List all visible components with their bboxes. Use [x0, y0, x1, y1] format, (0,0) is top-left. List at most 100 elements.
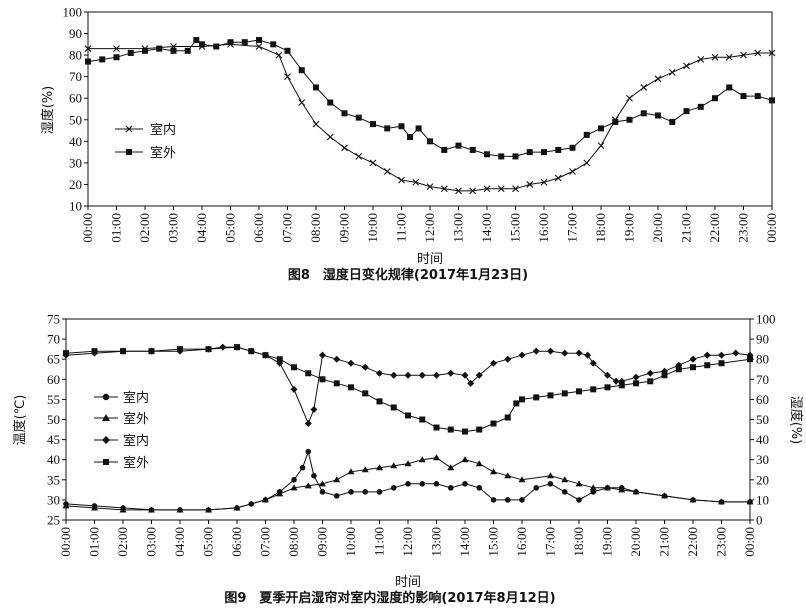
legend-marker-triangle [102, 414, 110, 421]
x-tick-label-2: 20:00 [628, 527, 643, 557]
x-tick-label-2: 21:00 [657, 527, 672, 557]
x-tick-label-2: 12:00 [400, 527, 415, 557]
y-tick-label-left-2: 60 [47, 372, 60, 387]
x-tick-label-1: 21:00 [679, 213, 694, 243]
data-point-1-0 [626, 94, 633, 102]
data-point-1-1 [341, 110, 348, 117]
data-point-2-3 [513, 400, 520, 407]
x-tick-label-2: 07:00 [258, 527, 273, 557]
data-point-1-0 [341, 144, 348, 152]
data-point-2-2 [561, 349, 569, 357]
data-point-2-0 [490, 497, 497, 503]
y-axis-label-1: 湿度(%) [40, 86, 56, 135]
y-tick-label-left-2: 65 [47, 352, 60, 367]
data-point-1-0 [440, 185, 448, 193]
data-point-2-2 [376, 369, 383, 377]
x-tick-label-2: 18:00 [571, 527, 586, 557]
x-tick-label-2: 00:00 [58, 527, 73, 557]
y-tick-label-right-2: 30 [756, 452, 769, 467]
data-point-2-0 [348, 489, 354, 495]
data-point-2-3 [376, 398, 383, 405]
legend-marker-square [126, 149, 132, 155]
plot-frame-2 [65, 318, 751, 521]
data-point-2-1 [290, 484, 298, 491]
data-point-2-1 [390, 462, 398, 469]
x-tick-label-1: 22:00 [707, 213, 722, 243]
y-tick-label-left-2: 35 [47, 472, 60, 487]
data-point-1-1 [270, 41, 277, 48]
x-tick-label-1: 12:00 [422, 213, 437, 243]
legend-2: 室内 室外 室内 室外 [94, 390, 149, 471]
data-point-2-3 [675, 366, 682, 373]
data-point-2-2 [219, 343, 227, 351]
data-point-1-1 [384, 125, 391, 132]
data-point-1-0 [355, 153, 363, 160]
data-point-2-1 [62, 502, 70, 509]
data-point-2-3 [647, 378, 654, 385]
data-point-1-1 [469, 146, 476, 153]
data-point-1-1 [355, 114, 362, 121]
data-point-2-2 [475, 371, 483, 379]
data-point-1-1 [99, 56, 106, 63]
data-point-2-1 [447, 464, 455, 471]
data-point-1-1 [313, 84, 319, 91]
data-point-2-3 [234, 344, 240, 351]
data-point-2-1 [461, 456, 469, 463]
data-point-2-1 [589, 484, 597, 491]
y-tick-label-left-2: 45 [47, 432, 60, 447]
data-point-1-1 [256, 37, 262, 44]
data-point-2-1 [361, 466, 369, 473]
y-tick-label-left-2: 25 [47, 513, 60, 528]
figure-caption-9: 图9 夏季开启湿帘对室内湿度的影响(2017年8月12日) [224, 590, 555, 606]
data-point-1-0 [768, 49, 776, 57]
legend-marker-circle [102, 393, 110, 401]
x-tick-label-1: 10:00 [365, 213, 380, 243]
x-tick-label-2: 06:00 [229, 527, 244, 557]
data-point-2-3 [547, 392, 554, 399]
x-tick-label-1: 09:00 [337, 213, 352, 243]
data-point-2-3 [490, 420, 497, 427]
data-point-2-2 [467, 379, 475, 387]
x-tick-label-1: 18:00 [593, 213, 608, 243]
y-tick-label-left-2: 40 [47, 452, 60, 467]
data-point-2-3 [447, 426, 454, 433]
data-point-2-2 [304, 420, 312, 428]
data-point-2-1 [333, 476, 341, 483]
data-point-1-1 [640, 110, 647, 117]
data-point-1-0 [84, 45, 92, 53]
data-point-1-1 [199, 41, 205, 48]
data-point-2-3 [533, 394, 540, 401]
data-point-1-1 [555, 146, 562, 153]
data-point-1-1 [113, 54, 120, 61]
data-point-1-0 [383, 168, 391, 175]
data-point-2-2 [703, 351, 711, 359]
data-point-2-2 [689, 355, 697, 363]
data-point-1-0 [754, 49, 762, 57]
legend-marker-square-2 [103, 459, 109, 465]
data-point-1-1 [697, 103, 704, 110]
data-point-1-0 [725, 53, 733, 61]
data-point-1-0 [512, 185, 519, 193]
x-tick-label-1: 13:00 [451, 213, 466, 243]
data-point-1-0 [255, 43, 263, 50]
legend-marker-diamond [102, 436, 110, 444]
legend-label-indoor-1: 室内 [150, 122, 176, 138]
data-point-2-1 [689, 496, 697, 503]
legend-marker-x [125, 125, 133, 133]
data-point-2-2 [646, 369, 654, 377]
chart-humidity-daily: 10 20 30 40 50 60 70 80 90 100 00:00 01:00 02:00 03:… [40, 5, 779, 284]
y-tick-label-left-2: 70 [47, 332, 60, 347]
data-point-2-0 [561, 489, 568, 495]
data-point-1-0 [483, 185, 491, 193]
data-point-2-0 [390, 485, 397, 491]
data-point-1-0 [711, 53, 719, 61]
x-tick-label-2: 04:00 [172, 527, 187, 557]
x-tick-label-2: 15:00 [486, 527, 501, 557]
x-tick-label-1: 02:00 [137, 213, 152, 243]
data-point-2-1 [632, 488, 640, 495]
data-point-1-1 [512, 153, 519, 160]
data-point-2-3 [561, 390, 568, 397]
x-tick-label-1: 23:00 [736, 213, 751, 243]
y-tick-label-left-2: 75 [47, 312, 60, 327]
